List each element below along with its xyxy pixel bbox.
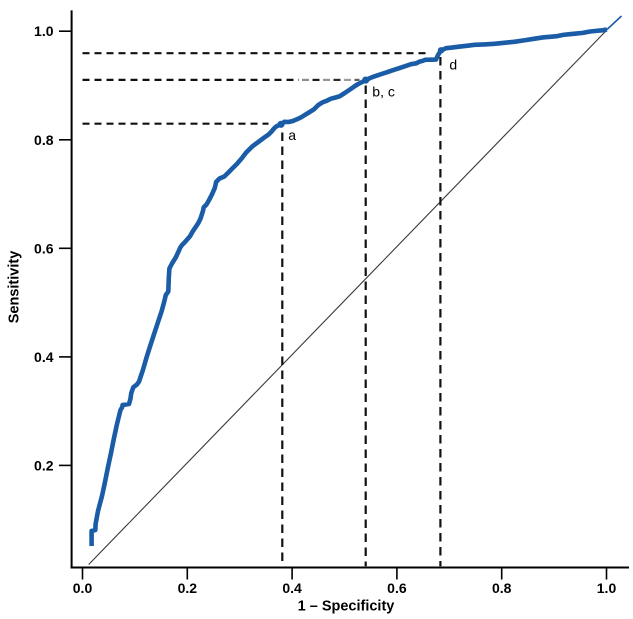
svg-text:0.4: 0.4 (34, 349, 54, 365)
svg-text:0.0: 0.0 (73, 580, 93, 596)
svg-text:0.6: 0.6 (387, 580, 407, 596)
svg-text:0.8: 0.8 (34, 132, 54, 148)
svg-text:0.8: 0.8 (492, 580, 512, 596)
svg-text:1.0: 1.0 (34, 23, 54, 39)
svg-text:d: d (449, 56, 457, 72)
svg-text:0.2: 0.2 (34, 457, 54, 473)
svg-text:1.0: 1.0 (597, 580, 617, 596)
svg-text:a: a (288, 127, 296, 143)
svg-text:b, c: b, c (372, 83, 395, 99)
svg-text:1 – Specificity: 1 – Specificity (298, 598, 395, 614)
svg-text:0.4: 0.4 (282, 580, 302, 596)
svg-text:Sensitivity: Sensitivity (7, 251, 23, 324)
svg-text:0.2: 0.2 (178, 580, 198, 596)
svg-text:0.6: 0.6 (34, 240, 54, 256)
